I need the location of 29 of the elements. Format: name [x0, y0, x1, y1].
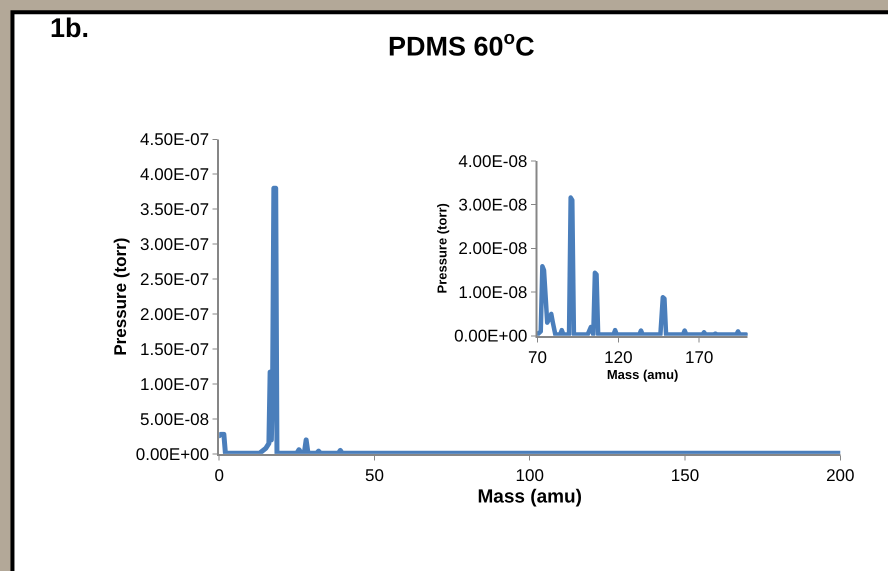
y-axis-title: Pressure (torr)	[434, 203, 450, 294]
x-tick-label: 0	[214, 466, 224, 486]
y-tick-label: 4.00E-07	[140, 165, 210, 184]
y-tick-label: 2.50E-07	[140, 270, 210, 290]
y-tick-label: 1.00E-07	[140, 374, 210, 394]
y-tick-label: 2.00E-08	[458, 239, 528, 258]
y-tick-label: 3.00E-07	[140, 235, 210, 254]
x-tick-label: 200	[826, 466, 854, 486]
y-tick-label: 0.00E+00	[454, 326, 528, 346]
x-tick-label: 120	[604, 348, 633, 367]
y-tick-label: 4.00E-08	[458, 152, 528, 171]
y-tick-label: 1.00E-08	[458, 282, 528, 302]
y-tick-label: 3.50E-07	[140, 200, 210, 220]
x-tick-label: 100	[516, 466, 544, 486]
x-tick-label: 170	[685, 348, 714, 367]
y-tick-label: 3.00E-08	[458, 196, 528, 214]
x-tick-label: 70	[528, 348, 547, 367]
y-tick-label: 1.50E-07	[140, 340, 210, 359]
y-tick-label: 2.00E-07	[140, 305, 210, 324]
y-axis-title: Pressure (torr)	[110, 238, 130, 356]
x-tick-label: 50	[365, 466, 384, 486]
text: 1b.	[50, 13, 90, 43]
y-tick-label: 0.00E+00	[136, 444, 210, 464]
x-axis-title: Mass (amu)	[477, 486, 582, 508]
x-tick-label: 150	[670, 466, 700, 486]
y-tick-label: 4.50E-07	[140, 130, 210, 150]
x-axis-title: Mass (amu)	[606, 367, 678, 382]
chart-title: PDMS 60$^{o}$C	[388, 28, 535, 62]
y-tick-label: 5.00E-08	[140, 410, 210, 429]
